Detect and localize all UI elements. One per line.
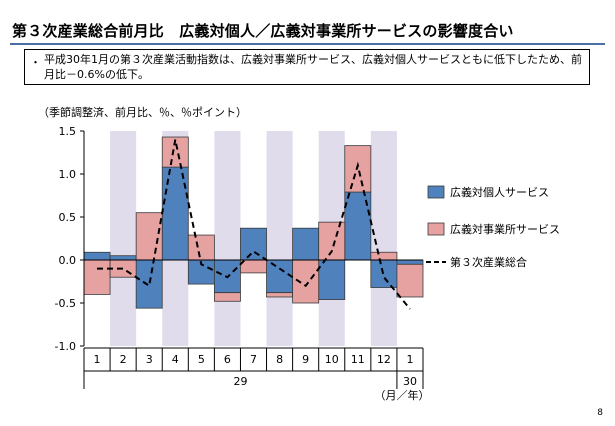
page-title: 第３次産業総合前月比 広義対個人／広義対事業所サービスの影響度合い (12, 22, 514, 40)
bar-segment (292, 227, 320, 261)
x-tick-label: 11 (351, 353, 365, 366)
x-axis-unit-label: （月／年） (374, 388, 429, 402)
total-series-line (97, 139, 411, 310)
bar-segment (266, 292, 294, 298)
x-tick-label: 1 (406, 353, 413, 366)
bar-segment (213, 292, 241, 302)
x-tick-label: 9 (302, 353, 309, 366)
bar-segment (292, 259, 320, 304)
x-tick-label: 10 (325, 353, 339, 366)
bar-segment (135, 259, 163, 309)
y-tick-label: -1.0 (55, 340, 76, 353)
shaded-band (370, 131, 397, 346)
note-box (24, 49, 590, 85)
shaded-band (110, 131, 137, 346)
bar-segment (318, 221, 346, 261)
title-rule (10, 43, 605, 45)
bar-segment (318, 259, 346, 300)
bar-segment (344, 145, 372, 193)
x-tick-label: 6 (224, 353, 231, 366)
bar-segment (135, 212, 163, 261)
x-tick-label: 8 (276, 353, 283, 366)
x-tick-label: 12 (377, 353, 391, 366)
shaded-band (266, 131, 293, 346)
bar-segment (240, 227, 267, 261)
legend-label: 広義対個人サービス (450, 185, 549, 199)
note-text: 平成30年1月の第３次産業活動指数は、広義対事業所サービス、広義対個人サービスと… (44, 53, 582, 81)
y-tick-label: 0.5 (59, 211, 77, 224)
x-tick-label: 1 (94, 353, 101, 366)
x-tick-label: 4 (172, 353, 179, 366)
legend-label: 第３次産業総合 (450, 255, 527, 269)
note-bullet: ・ (30, 56, 41, 69)
x-tick-label: 2 (120, 353, 127, 366)
x-tick-label: 7 (250, 353, 257, 366)
bar-segment (161, 166, 189, 261)
bar-segment (109, 255, 137, 261)
x-tick-label: 5 (198, 353, 205, 366)
page-number: 8 (597, 408, 603, 418)
legend-swatch (427, 185, 445, 199)
shaded-band (214, 131, 241, 346)
bar-segment (187, 234, 215, 261)
bar-segment (396, 259, 424, 265)
x-year-label: 30 (403, 375, 417, 388)
y-tick-label: 1.0 (59, 168, 77, 181)
x-year-label: 29 (233, 375, 247, 388)
y-tick-label: -0.5 (55, 297, 76, 310)
bar-segment (109, 259, 137, 278)
bar-segment (370, 259, 398, 288)
x-tick-label: 3 (146, 353, 153, 366)
y-tick-label: 0.0 (59, 254, 77, 267)
bar-segment (266, 259, 294, 294)
bar-segment (240, 259, 267, 274)
bar-segment (370, 251, 398, 261)
y-tick-label: 1.5 (59, 125, 77, 138)
bar-segment (83, 251, 111, 261)
bar-segment (83, 259, 111, 295)
legend-label: 広義対事業所サービス (450, 222, 560, 236)
legend-swatch (427, 222, 445, 236)
bar-segment (396, 263, 424, 298)
unit-label: （季節調整済、前月比、％、％ポイント） (38, 106, 247, 119)
